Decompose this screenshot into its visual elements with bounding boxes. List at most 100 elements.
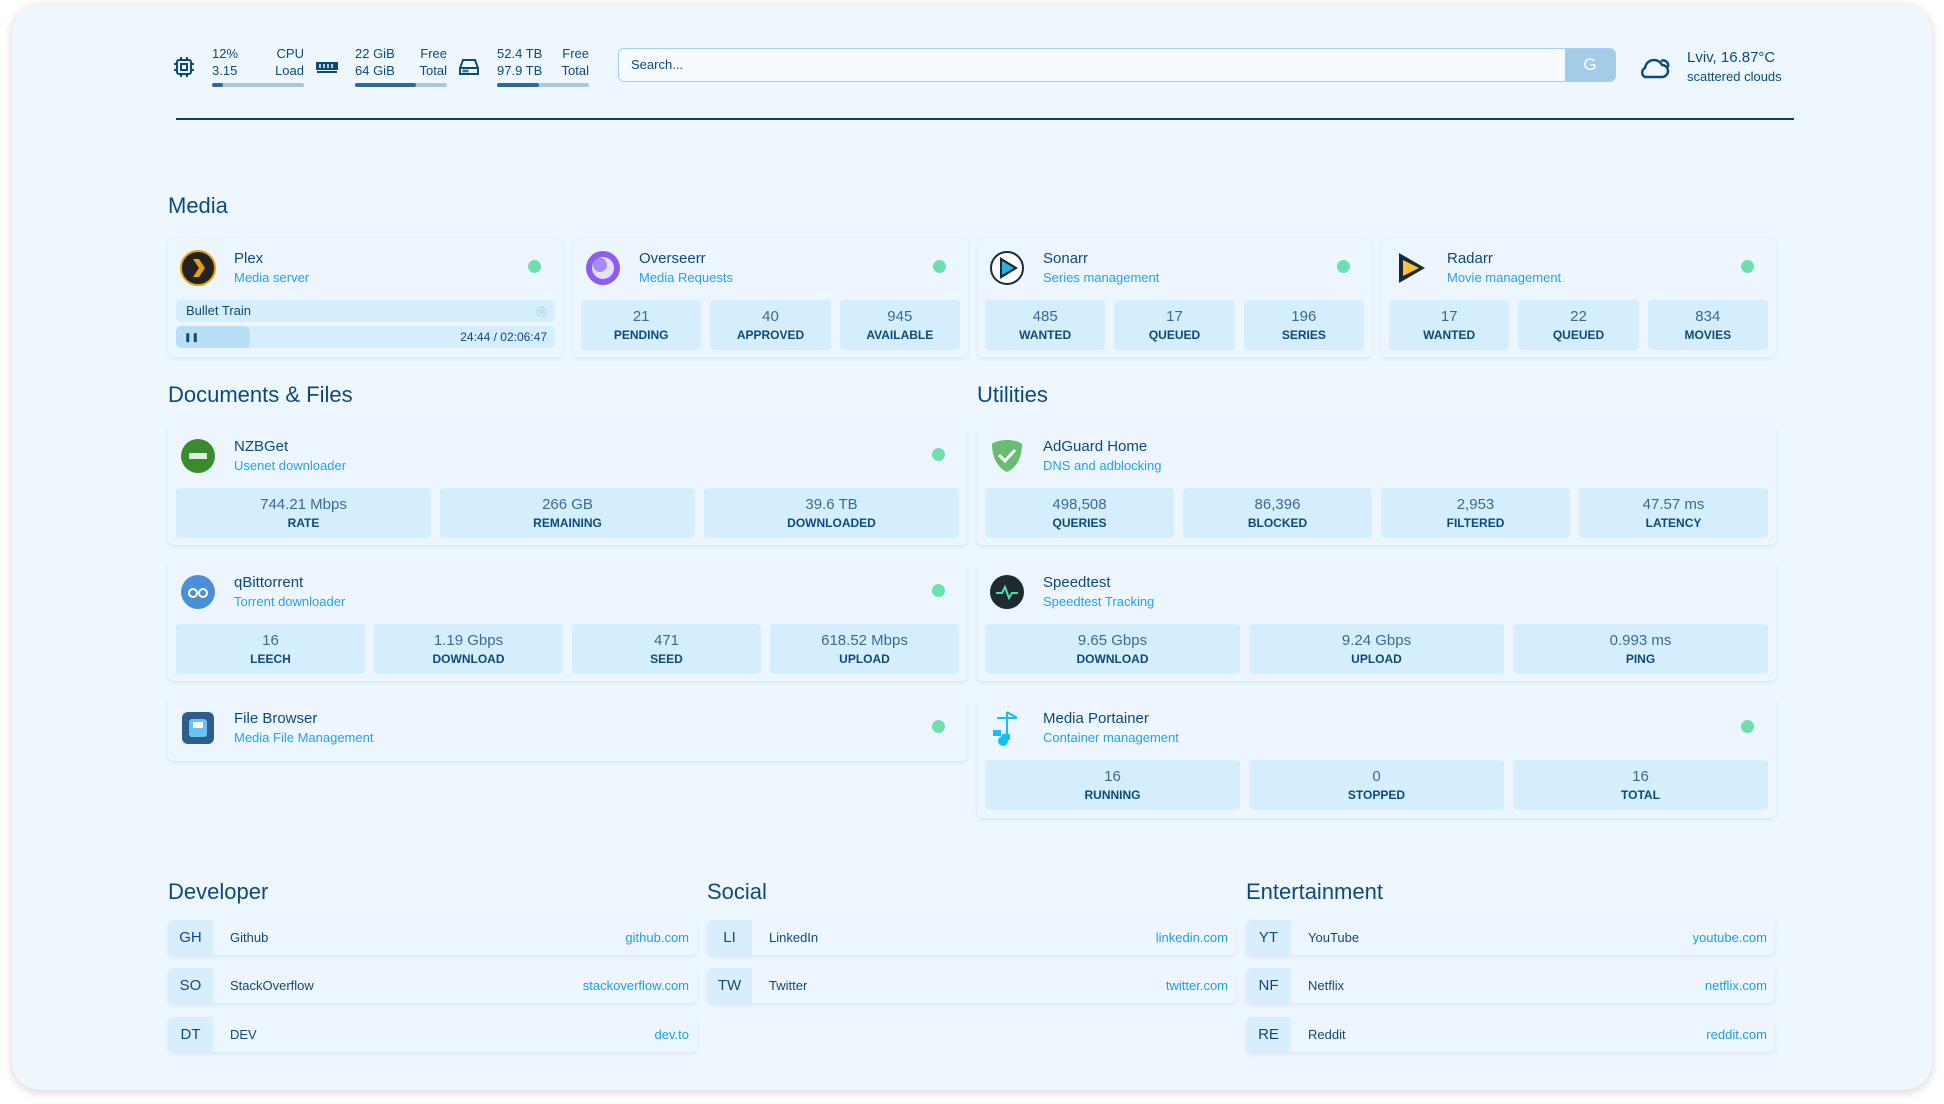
search-input[interactable] xyxy=(619,49,1559,81)
now-playing-title-bar: Bullet Train ◎ xyxy=(176,300,555,322)
stat-label: SERIES xyxy=(1281,328,1326,342)
bookmark-linkedin[interactable]: LI LinkedIn linkedin.com xyxy=(707,920,1236,955)
bookmark-name[interactable]: Reddit xyxy=(1308,1027,1346,1042)
service-name[interactable]: Media Portainer xyxy=(1043,710,1149,727)
service-card-qbittorrent[interactable]: qBittorrent Torrent downloader 16 LEECH 1.19… xyxy=(168,562,967,681)
filebrowser-icon xyxy=(180,710,216,746)
bookmark-url[interactable]: youtube.com xyxy=(1692,930,1767,945)
service-name[interactable]: Sonarr xyxy=(1043,250,1089,267)
bookmark-url[interactable]: linkedin.com xyxy=(1155,930,1228,945)
stat-value: 744.21 Mbps xyxy=(260,496,347,513)
bookmark-name[interactable]: Twitter xyxy=(769,978,808,993)
bookmark-github[interactable]: GH Github github.com xyxy=(168,920,697,955)
bookmark-url[interactable]: reddit.com xyxy=(1706,1027,1767,1042)
media-info-icon[interactable]: ◎ xyxy=(535,303,547,318)
stat-block: 2,953 FILTERED xyxy=(1381,488,1570,538)
memory-icon xyxy=(315,55,339,79)
stat-label: APPROVED xyxy=(736,328,805,342)
stat-value: 0.993 ms xyxy=(1609,632,1672,649)
stat-label: LEECH xyxy=(250,652,291,666)
memory-numbers: 22 GiB 64 GiB xyxy=(355,45,395,79)
memory-labels: Free Total xyxy=(420,45,447,79)
service-name[interactable]: Speedtest xyxy=(1043,574,1111,591)
stat-block: 16 LEECH xyxy=(176,624,365,674)
service-description: Speedtest Tracking xyxy=(1043,594,1155,609)
stat-label: AVAILABLE xyxy=(866,328,934,342)
stat-block: 9.65 Gbps DOWNLOAD xyxy=(985,624,1240,674)
bookmark-name[interactable]: StackOverflow xyxy=(230,978,314,993)
bookmark-url[interactable]: dev.to xyxy=(654,1027,689,1042)
bookmark-reddit[interactable]: RE Reddit reddit.com xyxy=(1246,1017,1775,1052)
stat-block: 39.6 TB DOWNLOADED xyxy=(704,488,959,538)
stat-block: 498,508 QUERIES xyxy=(985,488,1174,538)
service-card-plex[interactable]: Plex Media server Bullet Train ◎ ❚❚ 24:44 / 0… xyxy=(168,238,563,357)
stat-label: STOPPED xyxy=(1347,788,1406,802)
group-title-documents: Documents & Files xyxy=(168,382,353,407)
stat-value: 945 xyxy=(887,308,913,325)
service-name[interactable]: File Browser xyxy=(234,710,318,727)
stat-label: QUERIES xyxy=(1052,516,1107,530)
service-stats: 9.65 Gbps DOWNLOAD 9.24 Gbps UPLOAD 0.993 ms… xyxy=(985,624,1768,674)
service-card-file-browser[interactable]: File Browser Media File Management xyxy=(168,698,967,761)
stat-label: QUEUED xyxy=(1148,328,1201,342)
service-name[interactable]: Overseerr xyxy=(639,250,706,267)
stat-value: 40 xyxy=(762,308,779,325)
stat-value: 618.52 Mbps xyxy=(821,632,908,649)
bookmark-twitter[interactable]: TW Twitter twitter.com xyxy=(707,968,1236,1003)
playback-progress-bar[interactable]: ❚❚ 24:44 / 02:06:47 xyxy=(176,326,555,348)
bookmark-dev[interactable]: DT DEV dev.to xyxy=(168,1017,697,1052)
stat-label: MOVIES xyxy=(1684,328,1732,342)
bookmark-abbr: GH xyxy=(168,920,213,955)
stat-block: 21 PENDING xyxy=(581,300,702,350)
stat-value: 21 xyxy=(632,308,650,325)
search-google-button[interactable]: G xyxy=(1565,49,1615,81)
service-description: Movie management xyxy=(1447,270,1562,285)
service-stats: 16 RUNNING 0 STOPPED 16 TOTAL xyxy=(985,760,1768,810)
bookmark-name[interactable]: Netflix xyxy=(1308,978,1345,993)
header-divider xyxy=(176,118,1794,120)
stat-value: 86,396 xyxy=(1254,496,1301,513)
status-indicator xyxy=(1337,260,1350,273)
bookmark-youtube[interactable]: YT YouTube youtube.com xyxy=(1246,920,1775,955)
service-description: Container management xyxy=(1043,730,1179,745)
memory-usage-bar xyxy=(355,83,447,87)
stat-value: 47.57 ms xyxy=(1642,496,1705,513)
bookmark-name[interactable]: DEV xyxy=(230,1027,257,1042)
bookmark-url[interactable]: github.com xyxy=(625,930,689,945)
bookmark-name[interactable]: Github xyxy=(230,930,269,945)
service-name[interactable]: Plex xyxy=(234,250,264,267)
service-card-radarr[interactable]: Radarr Movie management 17 WANTED 22 QUEUED 83… xyxy=(1381,238,1776,357)
bookmark-stackoverflow[interactable]: SO StackOverflow stackoverflow.com xyxy=(168,968,697,1003)
adguard-icon xyxy=(989,438,1025,474)
disk-usage-fill xyxy=(497,83,540,87)
stat-block: 16 TOTAL xyxy=(1513,760,1768,810)
stat-block: 485 WANTED xyxy=(985,300,1106,350)
bookmark-url[interactable]: netflix.com xyxy=(1704,978,1767,993)
stat-value: 39.6 TB xyxy=(805,496,858,513)
service-name[interactable]: qBittorrent xyxy=(234,574,304,591)
disk-label2: Total xyxy=(561,63,589,78)
service-card-nzbget[interactable]: NZBGet Usenet downloader 744.21 Mbps RATE 26… xyxy=(168,426,967,545)
bookmark-name[interactable]: YouTube xyxy=(1308,930,1360,945)
radarr-icon xyxy=(1393,250,1429,286)
stat-block: 40 APPROVED xyxy=(710,300,831,350)
service-card-sonarr[interactable]: Sonarr Series management 485 WANTED 17 QUEUED… xyxy=(977,238,1372,357)
bookmark-abbr: RE xyxy=(1246,1017,1291,1052)
service-card-adguard-home[interactable]: AdGuard Home DNS and adblocking 498,508 QUE… xyxy=(977,426,1776,545)
pause-icon[interactable]: ❚❚ xyxy=(184,332,200,342)
bookmark-url[interactable]: stackoverflow.com xyxy=(582,978,689,993)
service-card-media-portainer[interactable]: Media Portainer Container management 16 RUN… xyxy=(977,698,1776,818)
bookmark-name[interactable]: LinkedIn xyxy=(769,930,819,945)
service-card-speedtest[interactable]: Speedtest Speedtest Tracking 9.65 Gbps DOWN… xyxy=(977,562,1776,681)
service-name[interactable]: NZBGet xyxy=(234,438,289,455)
disk-label1: Free xyxy=(562,46,589,61)
service-name[interactable]: Radarr xyxy=(1447,250,1493,267)
service-card-overseerr[interactable]: Overseerr Media Requests 21 PENDING 40 APPROV… xyxy=(573,238,968,357)
bookmark-netflix[interactable]: NF Netflix netflix.com xyxy=(1246,968,1775,1003)
bookmark-abbr: SO xyxy=(168,968,213,1003)
service-name[interactable]: AdGuard Home xyxy=(1043,438,1148,455)
speedtest-icon xyxy=(989,574,1025,610)
bookmark-url[interactable]: twitter.com xyxy=(1165,978,1228,993)
status-indicator xyxy=(1741,260,1754,273)
cpu-value2: 3.15 xyxy=(212,63,238,78)
